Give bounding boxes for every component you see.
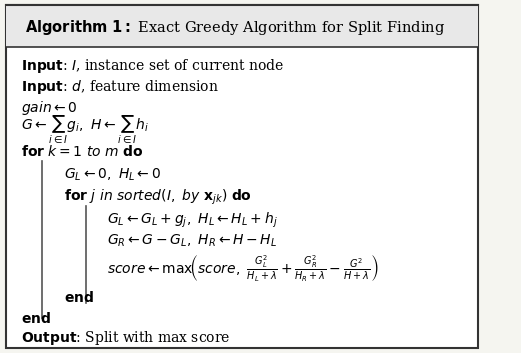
Text: $\mathit{gain} \leftarrow 0$: $\mathit{gain} \leftarrow 0$ xyxy=(21,99,78,117)
Text: $\mathbf{for}\ j\ \mathit{in}\ \mathit{sorted}(I,\ \mathit{by}\ \mathbf{x}_{jk}): $\mathbf{for}\ j\ \mathit{in}\ \mathit{s… xyxy=(64,188,252,207)
Text: $\mathit{score} \leftarrow \max\!\left(\mathit{score},\ \frac{G_L^2}{H_L+\lambda: $\mathit{score} \leftarrow \max\!\left(\… xyxy=(107,252,379,282)
Text: $\mathbf{end}$: $\mathbf{end}$ xyxy=(21,311,51,326)
FancyBboxPatch shape xyxy=(6,5,478,348)
Text: $\mathbf{Input}$: $d$, feature dimension: $\mathbf{Input}$: $d$, feature dimension xyxy=(21,78,218,96)
Text: $G_R \leftarrow G - G_L,\ H_R \leftarrow H - H_L$: $G_R \leftarrow G - G_L,\ H_R \leftarrow… xyxy=(107,233,278,250)
Text: $\mathbf{end}$: $\mathbf{end}$ xyxy=(64,290,94,305)
Text: $\mathbf{Input}$: $I$, instance set of current node: $\mathbf{Input}$: $I$, instance set of c… xyxy=(21,57,284,75)
Text: $G_L \leftarrow G_L + g_j,\ H_L \leftarrow H_L + h_j$: $G_L \leftarrow G_L + g_j,\ H_L \leftarr… xyxy=(107,211,278,230)
Text: $\mathbf{for}\ k = 1\ \mathit{to}\ m\ \mathbf{do}$: $\mathbf{for}\ k = 1\ \mathit{to}\ m\ \m… xyxy=(21,144,143,160)
Text: $G \leftarrow \sum_{i \in I} g_i,\ H \leftarrow \sum_{i \in I} h_i$: $G \leftarrow \sum_{i \in I} g_i,\ H \le… xyxy=(21,113,148,145)
Text: $\mathbf{Output}$: Split with max score: $\mathbf{Output}$: Split with max score xyxy=(21,329,230,347)
FancyBboxPatch shape xyxy=(6,5,478,47)
Text: $G_L \leftarrow 0,\ H_L \leftarrow 0$: $G_L \leftarrow 0,\ H_L \leftarrow 0$ xyxy=(64,167,161,183)
Text: $\mathbf{Algorithm\ 1:}$ Exact Greedy Algorithm for Split Finding: $\mathbf{Algorithm\ 1:}$ Exact Greedy Al… xyxy=(26,18,445,37)
